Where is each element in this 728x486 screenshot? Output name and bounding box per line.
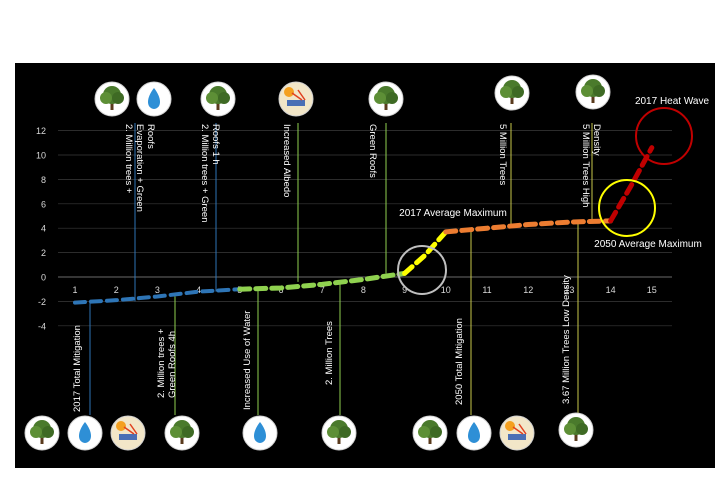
heat-wave-circle bbox=[635, 107, 693, 165]
y-tick-label: 12 bbox=[36, 126, 46, 136]
top-annotation-label: 2. Million trees + GreenRoofs 1 h bbox=[199, 124, 221, 222]
top-annotation-label: 2. Million trees +Evaporation + GreenRoo… bbox=[123, 124, 156, 212]
y-tick-label: 8 bbox=[41, 175, 46, 185]
bottom-annotation-label: 2050 Total Mitigation bbox=[454, 318, 465, 405]
x-tick-label: 3 bbox=[155, 285, 160, 295]
x-tick-label: 12 bbox=[523, 285, 533, 295]
bottom-annotation-label: 3.67 Million Trees Low Density bbox=[561, 275, 572, 404]
x-tick-label: 4 bbox=[196, 285, 201, 295]
bottom-annotation-label: 2017 Total Mitigation bbox=[72, 325, 83, 412]
y-tick-label: 6 bbox=[41, 199, 46, 209]
top-annotation-label: Green Roofs bbox=[367, 124, 378, 178]
albedo-icon bbox=[110, 415, 146, 451]
series-line-orange bbox=[443, 218, 614, 235]
tree-icon bbox=[575, 74, 611, 110]
y-tick-label: 4 bbox=[41, 224, 46, 234]
x-tick-label: 13 bbox=[564, 285, 574, 295]
series-line-green bbox=[237, 270, 408, 292]
tree-icon bbox=[321, 415, 357, 451]
callout-label: 2050 Average Maximum bbox=[594, 239, 702, 250]
bottom-annotation-label: Increased Use of Water bbox=[242, 311, 253, 410]
y-tick-label: -4 bbox=[38, 321, 46, 331]
series-line-red bbox=[608, 145, 655, 224]
x-tick-label: 8 bbox=[361, 285, 366, 295]
top-annotation-label: Increased Albedo bbox=[281, 124, 292, 197]
tree-icon bbox=[368, 81, 404, 117]
x-tick-label: 7 bbox=[320, 285, 325, 295]
tree-icon bbox=[24, 415, 60, 451]
x-tick-label: 2 bbox=[114, 285, 119, 295]
tree-icon bbox=[200, 81, 236, 117]
tree-icon bbox=[494, 75, 530, 111]
x-tick-label: 10 bbox=[441, 285, 451, 295]
y-tick-label: 2 bbox=[41, 248, 46, 258]
y-tick-label: 10 bbox=[36, 151, 46, 161]
bottom-annotation-label: 2. Million Trees bbox=[324, 321, 335, 385]
callout-label: 2017 Heat Wave bbox=[635, 96, 710, 107]
x-tick-label: 11 bbox=[482, 285, 491, 295]
avg-max-2050-circle bbox=[598, 179, 656, 237]
top-annotation-label: 5 Million Trees bbox=[497, 124, 508, 185]
water-drop-icon bbox=[67, 415, 103, 451]
y-tick-label: -2 bbox=[38, 297, 46, 307]
chart-background bbox=[15, 63, 715, 468]
x-tick-label: 15 bbox=[647, 285, 657, 295]
albedo-icon bbox=[499, 415, 535, 451]
water-drop-icon bbox=[242, 415, 278, 451]
tree-icon bbox=[412, 415, 448, 451]
step-9-circle bbox=[397, 245, 447, 295]
series-line-blue bbox=[73, 287, 242, 305]
callout-label: 2017 Average Maximum bbox=[399, 208, 507, 219]
water-drop-icon bbox=[136, 81, 172, 117]
tree-icon bbox=[94, 81, 130, 117]
bottom-annotation-label: 2. Million trees +Green Roofs 4h bbox=[156, 328, 178, 398]
x-tick-label: 9 bbox=[402, 285, 407, 295]
top-annotation-label: 5 Million Trees High Density bbox=[580, 124, 602, 210]
tree-icon bbox=[164, 415, 200, 451]
series-line-yellow bbox=[402, 229, 449, 276]
x-tick-label: 1 bbox=[72, 285, 77, 295]
y-tick-label: 0 bbox=[41, 273, 46, 283]
albedo-icon bbox=[278, 81, 314, 117]
tree-icon bbox=[558, 412, 594, 448]
x-tick-label: 14 bbox=[606, 285, 616, 295]
water-drop-icon bbox=[456, 415, 492, 451]
